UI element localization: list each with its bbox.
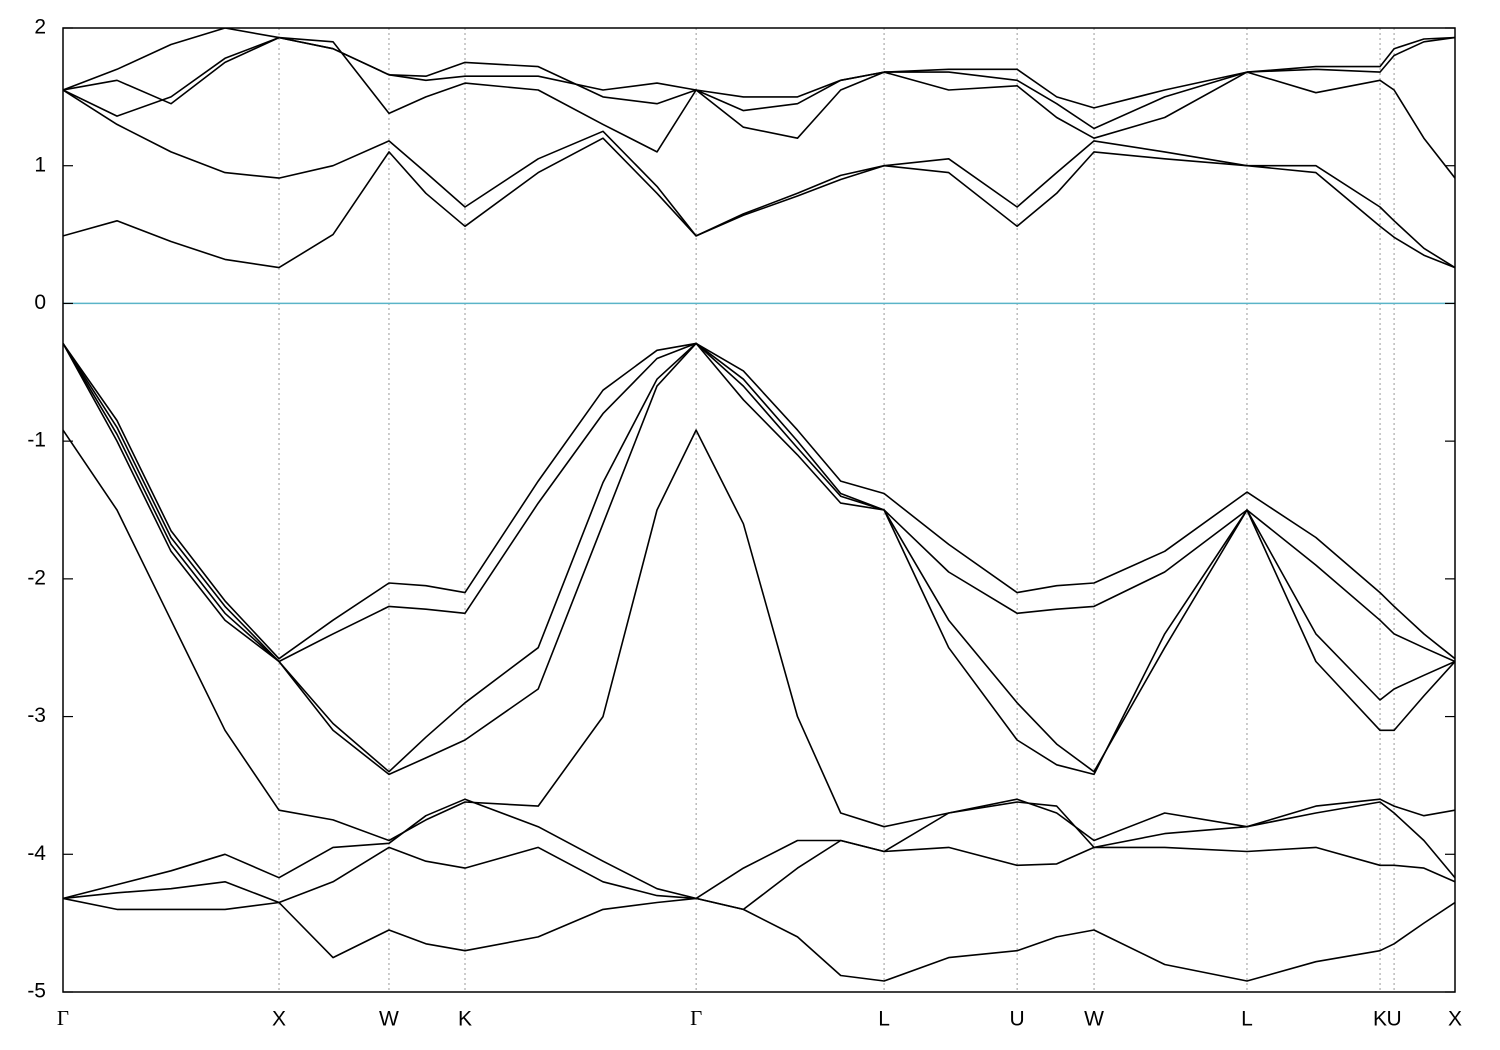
bands-layer bbox=[63, 28, 1455, 982]
band-line bbox=[63, 28, 1455, 109]
band-line bbox=[63, 36, 1455, 179]
y-tick-label: -3 bbox=[27, 704, 46, 727]
band-line bbox=[63, 881, 1455, 982]
band-line bbox=[63, 839, 1455, 911]
x-tick-label: Γ bbox=[57, 1006, 69, 1030]
band-line bbox=[63, 137, 1455, 269]
y-tick-label: 2 bbox=[34, 16, 46, 39]
x-tick-label: L bbox=[1241, 1008, 1253, 1031]
band-line bbox=[63, 89, 1455, 269]
y-tick-label: 1 bbox=[34, 153, 46, 176]
y-tick-label: -5 bbox=[27, 980, 46, 1003]
y-tick-label: -2 bbox=[27, 566, 46, 589]
plot-frame bbox=[62, 27, 1456, 993]
x-tick-label: X bbox=[272, 1008, 286, 1031]
y-tick-label: -1 bbox=[27, 429, 46, 452]
x-tick-label: K bbox=[458, 1008, 472, 1031]
x-tick-label: U bbox=[1010, 1008, 1025, 1031]
x-tick-label: L bbox=[878, 1008, 890, 1031]
x-tick-label: U bbox=[1386, 1008, 1401, 1031]
y-tick-label: -4 bbox=[27, 842, 46, 865]
band-line bbox=[63, 342, 1455, 773]
x-tick-label: K bbox=[1373, 1008, 1387, 1031]
x-tick-label: Γ bbox=[690, 1006, 702, 1030]
x-tick-label: W bbox=[1084, 1008, 1104, 1031]
grid-layer bbox=[62, 28, 1456, 992]
band-line bbox=[63, 429, 1455, 842]
band-line bbox=[63, 342, 1455, 660]
band-line bbox=[63, 798, 1455, 900]
x-tick-label: X bbox=[1448, 1008, 1462, 1031]
band-line bbox=[63, 36, 1455, 130]
band-line bbox=[63, 342, 1455, 776]
x-tick-label: W bbox=[379, 1008, 399, 1031]
band-line bbox=[63, 342, 1455, 663]
y-tick-label: 0 bbox=[34, 291, 46, 314]
